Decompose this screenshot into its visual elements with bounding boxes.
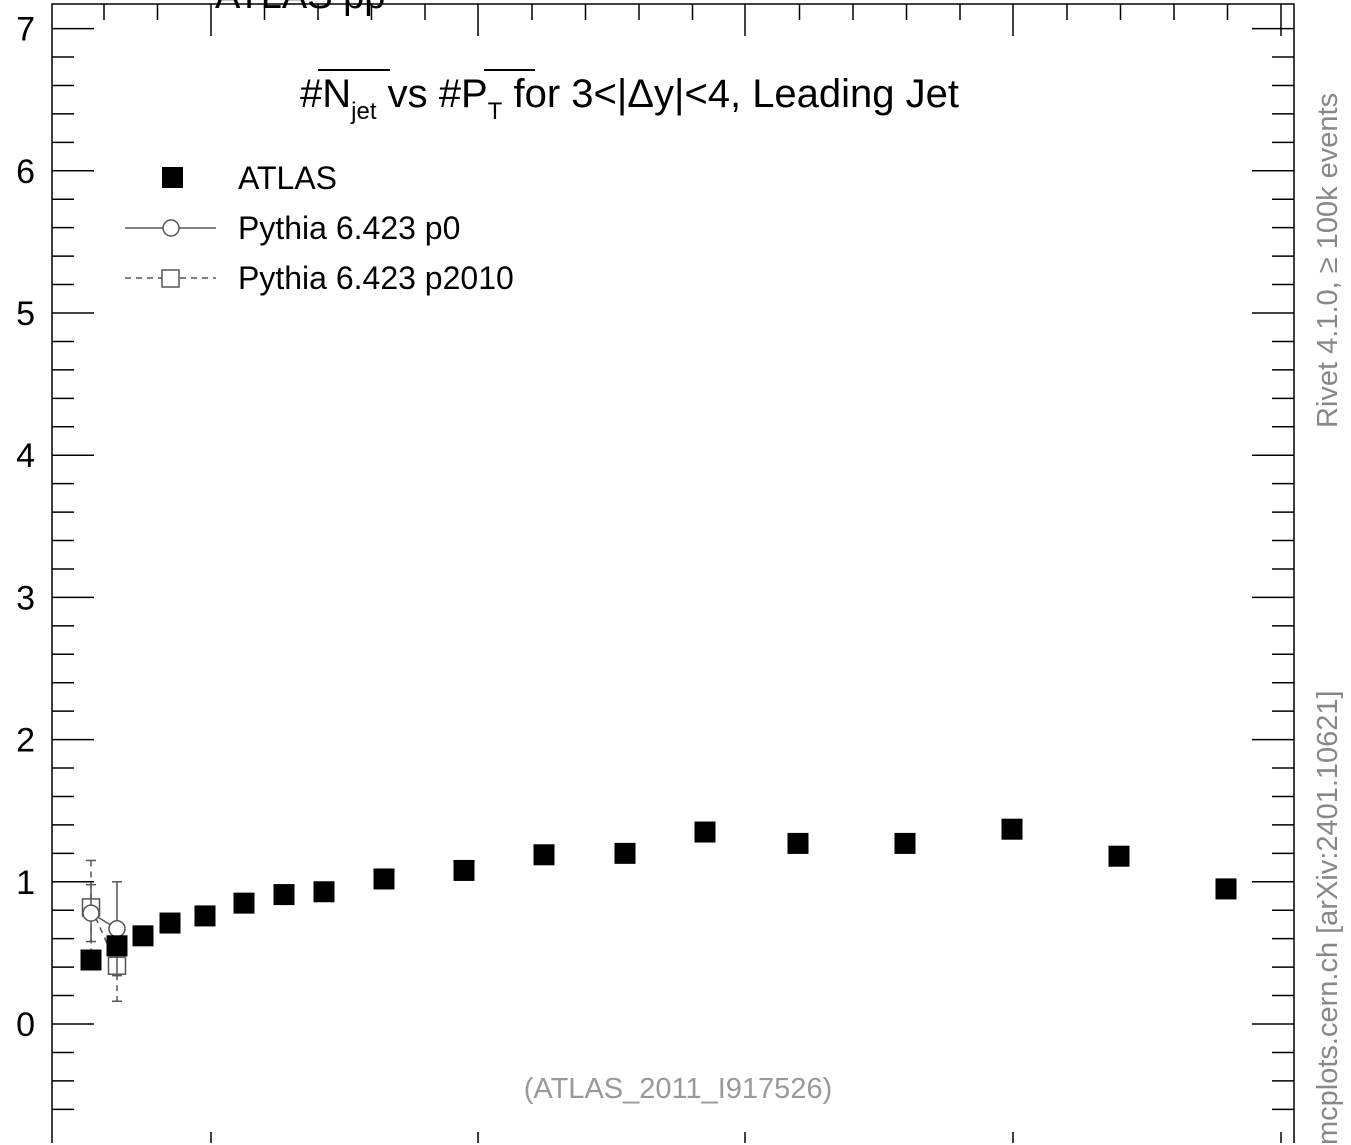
y-tick-label: 3 xyxy=(16,579,35,617)
atlas-data-point xyxy=(106,935,128,957)
y-tick-label: 2 xyxy=(16,722,35,760)
legend-marker-atlas xyxy=(162,167,183,188)
data-point xyxy=(108,919,126,938)
atlas-data-point xyxy=(533,844,555,866)
rivet-label: Rivet 4.1.0, ≥ 100k events xyxy=(1312,92,1344,428)
series-atlas xyxy=(80,818,1237,971)
analysis-annotation: (ATLAS_2011_I917526) xyxy=(524,1073,832,1105)
y-tick-label: 0 xyxy=(16,1006,35,1044)
y-axis-ticks xyxy=(52,27,1294,1111)
atlas-data-point xyxy=(614,842,636,864)
legend-label-atlas: ATLAS xyxy=(238,160,337,196)
title-vs: vs # xyxy=(377,72,462,116)
y-tick-label: 7 xyxy=(16,11,35,49)
atlas-data-point xyxy=(787,832,809,854)
y-tick-label: 5 xyxy=(16,295,35,333)
legend-label-p2010: Pythia 6.423 p2010 xyxy=(238,260,514,296)
atlas-data-point xyxy=(1001,818,1023,840)
atlas-data-point xyxy=(373,868,395,890)
y-tick-label: 6 xyxy=(16,153,35,191)
atlas-data-point xyxy=(313,881,335,903)
atlas-data-point xyxy=(273,884,295,906)
x-axis-ticks xyxy=(103,4,1282,1143)
chart-title: #Njet vs #PT for 3<|Δy|<4, Leading Jet xyxy=(300,72,959,125)
atlas-data-point xyxy=(159,912,181,934)
legend-marker-p0 xyxy=(162,219,180,237)
atlas-data-point xyxy=(894,832,916,854)
atlas-data-point xyxy=(1108,845,1130,867)
legend: ATLAS Pythia 6.423 p0 Pythia 6.423 p2010 xyxy=(125,160,514,296)
mcplots-label: mcplots.cern.ch [arXiv:2401.10621] xyxy=(1312,690,1344,1145)
title-hash: # xyxy=(300,72,323,116)
plot-frame xyxy=(51,3,1295,1143)
title-n: N xyxy=(322,72,351,116)
top-cut-text: ATLAS pp xyxy=(215,0,385,17)
y-tick-label: 4 xyxy=(16,437,35,475)
atlas-data-point xyxy=(80,949,102,971)
title-p: P xyxy=(461,72,488,116)
title-p-subscript: T xyxy=(488,98,503,125)
atlas-data-point xyxy=(233,892,255,914)
atlas-data-point xyxy=(453,859,475,881)
legend-label-p0: Pythia 6.423 p0 xyxy=(238,210,460,246)
data-point xyxy=(82,904,100,922)
title-rest: for 3<|Δy|<4, Leading Jet xyxy=(502,72,959,116)
atlas-data-point xyxy=(194,905,216,927)
y-axis-tick-labels: 0 1 2 3 4 5 6 7 xyxy=(16,11,35,1044)
title-n-subscript: jet xyxy=(350,98,377,125)
y-tick-label: 1 xyxy=(16,864,35,902)
series-pythia-p0 xyxy=(82,881,126,977)
atlas-data-point xyxy=(132,925,154,947)
atlas-data-point xyxy=(694,821,716,843)
legend-marker-p2010 xyxy=(161,269,180,288)
atlas-data-point xyxy=(1215,878,1237,900)
